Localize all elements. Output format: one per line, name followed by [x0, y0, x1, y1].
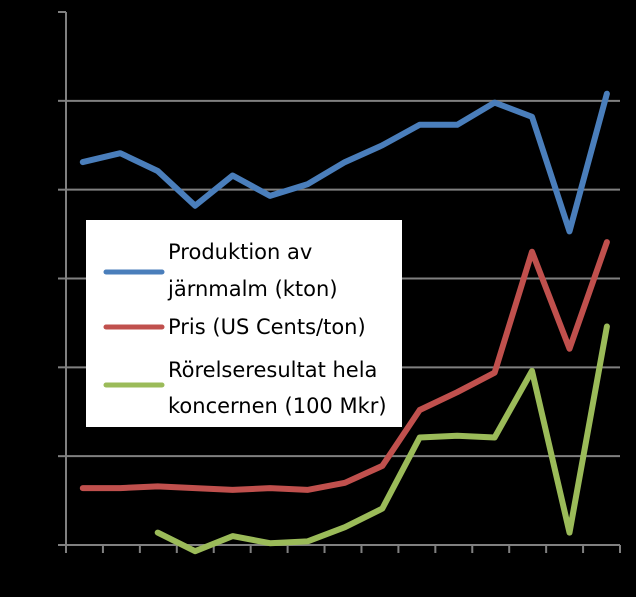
series-line-3 [154, 323, 610, 555]
series-lines [79, 90, 610, 555]
legend-label-pris: Pris (US Cents/ton) [168, 315, 366, 339]
legend-label-rorelseresultat-line1: Rörelseresultat hela [168, 358, 377, 382]
series-line-2 [79, 239, 610, 493]
series-line-1 [79, 90, 610, 235]
legend-label-produktion-line1: Produktion av [168, 240, 312, 264]
legend-label-produktion-line2: järnmalm (kton) [167, 277, 338, 301]
legend-label-rorelseresultat-line2: koncernen (100 Mkr) [168, 394, 387, 418]
legend: Produktion av järnmalm (kton) Pris (US C… [86, 220, 402, 427]
legend-box [86, 220, 402, 427]
axes [58, 11, 621, 553]
